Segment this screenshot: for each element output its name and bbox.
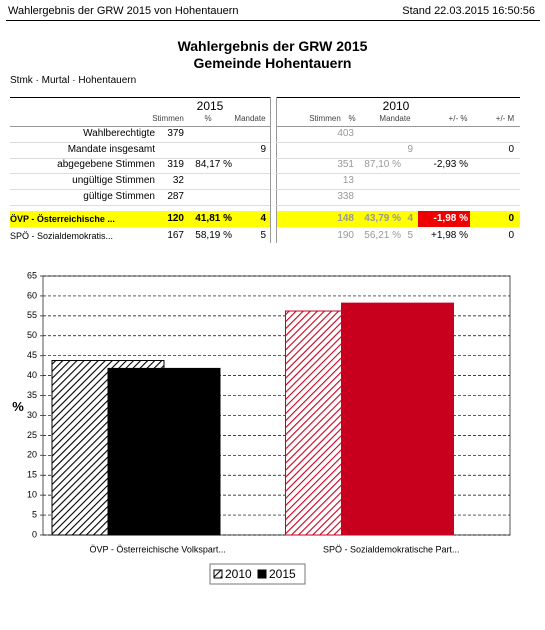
rule <box>270 97 271 243</box>
cell: -2,93 % <box>433 159 468 171</box>
y-tick-label: 10 <box>27 490 37 500</box>
y-tick-label: 50 <box>27 330 37 340</box>
rule <box>10 126 270 127</box>
y-tick-label: 30 <box>27 410 37 420</box>
y-tick-label: 20 <box>27 450 37 460</box>
rule <box>10 97 270 98</box>
cell: 190 <box>337 230 354 241</box>
column-header: % <box>204 114 212 123</box>
cell: 5 <box>407 230 413 241</box>
header-right: Stand 22.03.2015 16:50:56 <box>402 5 535 17</box>
y-tick-label: 40 <box>27 370 37 380</box>
loss-cell <box>418 211 470 227</box>
y-tick-label: 45 <box>27 350 37 360</box>
column-header: Stimmen <box>309 114 341 123</box>
cell: 0 <box>508 143 514 155</box>
rule <box>276 126 520 127</box>
column-header: Mandate <box>379 114 411 123</box>
cell: 4 <box>407 213 413 224</box>
rule <box>276 189 520 191</box>
breadcrumb: Stmk · Murtal · Hohentauern <box>10 75 137 86</box>
cell: 287 <box>167 190 184 202</box>
plot-frame <box>42 275 511 536</box>
y-axis-label: % <box>12 399 24 414</box>
column-header: Mandate <box>234 114 266 123</box>
row-label: gültige Stimmen <box>83 190 155 202</box>
row-label: Wahlberechtigte <box>83 128 155 139</box>
y-tick-label: 55 <box>27 310 37 320</box>
rule <box>10 142 270 143</box>
cell: 319 <box>167 159 184 171</box>
y-tick-label: 5 <box>32 509 37 519</box>
cell: 32 <box>172 175 184 187</box>
cell: -1,98 % <box>433 213 468 224</box>
cell: +1,98 % <box>431 230 468 241</box>
legend-swatch <box>257 569 267 579</box>
y-tick-label: 65 <box>27 270 37 280</box>
year: 2010 <box>382 99 410 113</box>
cell: 403 <box>337 128 354 139</box>
bar <box>107 367 221 536</box>
cell: 120 <box>167 213 184 224</box>
legend-label: 2015 <box>269 567 296 581</box>
cell: 0 <box>508 213 514 224</box>
cell: 41,81 % <box>195 213 232 224</box>
header-left: Wahlergebnis der GRW 2015 von Hohentauer… <box>8 5 239 17</box>
year: 2015 <box>196 99 224 113</box>
header-rule <box>6 20 540 21</box>
cell: 148 <box>337 213 354 224</box>
rule <box>10 157 270 159</box>
rule <box>276 97 277 243</box>
x-tick-label: SPÖ - Sozialdemokratische Part... <box>323 544 460 554</box>
rule <box>10 173 270 175</box>
rule <box>276 142 520 143</box>
column-header: % <box>348 114 356 123</box>
subtitle: Gemeinde Hohentauern <box>193 55 352 71</box>
rule <box>10 204 270 206</box>
cell: 84,17 % <box>195 159 232 171</box>
chart: 0 5 10 15 20 25 30 35 40 45 50 55 60 65% ÖVP - Österre… <box>12 270 511 585</box>
y-tick-label: 15 <box>27 470 37 480</box>
rule <box>276 173 520 175</box>
column-header: Stimmen <box>152 114 184 123</box>
legend-label: 2010 <box>225 567 252 581</box>
y-tick-label: 25 <box>27 430 37 440</box>
cell: 13 <box>342 175 354 187</box>
cell: 338 <box>337 190 354 202</box>
row-label: ungültige Stimmen <box>72 175 155 187</box>
highlight <box>10 211 270 227</box>
cell: 5 <box>260 230 266 241</box>
row-label: abgegebene Stimmen <box>57 159 155 171</box>
cell: 43,79 % <box>364 213 401 224</box>
x-tick-label: ÖVP - Österreichische Volkspart... <box>90 544 226 554</box>
cell: 4 <box>260 213 266 224</box>
column-header: +/- M <box>495 114 515 123</box>
cell: 56,21 % <box>364 230 401 241</box>
cell: 9 <box>260 143 266 155</box>
y-tick-label: 35 <box>27 390 37 400</box>
cell: 58,19 % <box>195 230 232 241</box>
rule <box>10 189 270 191</box>
rule <box>276 204 520 206</box>
cell: 0 <box>508 230 514 241</box>
cell: 379 <box>167 128 184 139</box>
party-label: ÖVP - Österreichische ... <box>10 214 115 224</box>
column-header: +/- % <box>448 114 468 123</box>
y-tick-label: 0 <box>32 529 37 539</box>
title: Wahlergebnis der GRW 2015 <box>177 38 368 54</box>
party-label: SPÖ - Sozialdemokratis... <box>10 231 114 241</box>
row-label: Mandate insgesamt <box>67 143 155 155</box>
cell: 9 <box>407 143 413 155</box>
cell: 87,10 % <box>364 159 401 171</box>
rule <box>276 97 520 98</box>
y-tick-label: 60 <box>27 290 37 300</box>
legend-swatch <box>213 569 223 579</box>
bar <box>341 302 454 536</box>
cell: 351 <box>337 159 354 171</box>
cell: 167 <box>167 230 184 241</box>
rule <box>276 157 520 159</box>
